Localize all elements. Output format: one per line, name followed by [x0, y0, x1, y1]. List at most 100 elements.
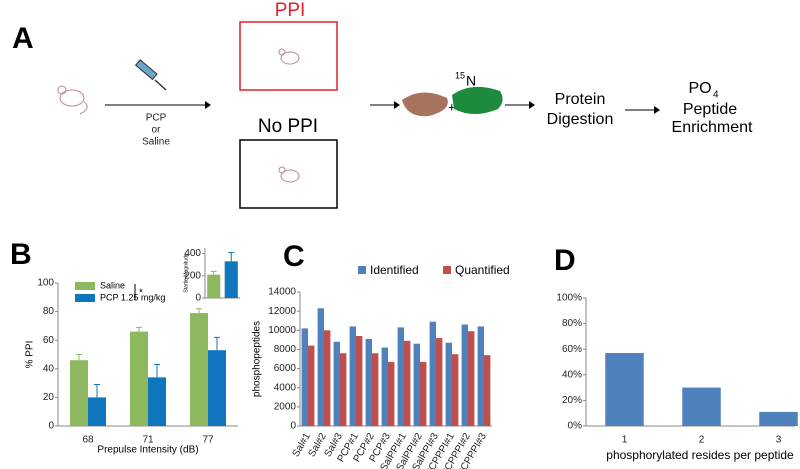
legend-label: PCP 1.25 mg/kg [100, 292, 165, 302]
y-axis-label: Startle Magnitude [183, 253, 189, 292]
y-tick-label: 6000 [274, 363, 297, 374]
panel-label: D [554, 244, 576, 277]
bar [388, 361, 395, 426]
syringe-icon [134, 59, 167, 91]
y-tick-label: 0 [290, 421, 296, 432]
bar [88, 397, 106, 426]
error-bar [154, 364, 160, 378]
bar [365, 338, 372, 426]
y-tick-label: 80% [562, 318, 582, 329]
error-bar [76, 354, 82, 361]
legend-swatch [443, 266, 451, 274]
bar [208, 350, 226, 426]
bar [477, 326, 484, 426]
y-tick-label: 80 [43, 306, 55, 317]
bar [224, 261, 238, 298]
bar [324, 330, 331, 426]
treatment-label: or [152, 125, 162, 136]
y-tick-label: 12000 [268, 306, 296, 317]
step-label: Protein [555, 91, 606, 108]
bar [759, 411, 798, 426]
ppi-label: PPI [275, 0, 306, 21]
step-label: Peptide [683, 101, 737, 118]
bar [148, 377, 166, 426]
bar [207, 274, 221, 298]
ppi-box [239, 21, 338, 91]
y-axis-label: phosphopeptides [252, 321, 263, 397]
bar [413, 343, 420, 426]
y-tick-label: 40% [562, 369, 582, 380]
no-ppi-label: No PPI [258, 116, 318, 137]
mouse-icon [278, 166, 300, 183]
isotope-element: N [466, 73, 476, 89]
x-tick-label: 77 [202, 435, 214, 446]
arrowhead [205, 101, 211, 109]
brain-icon [402, 92, 448, 117]
y-tick-label: 400 [184, 248, 201, 259]
step-label: PO [688, 80, 711, 97]
legend-swatch [75, 282, 95, 290]
mouse-icon [57, 85, 88, 115]
x-tick-label: 3 [776, 435, 782, 446]
treatment-label: Saline [142, 137, 170, 148]
bar [333, 341, 340, 426]
isotope-mass: 15 [455, 70, 465, 80]
y-tick-label: 10000 [268, 325, 296, 336]
error-bar [214, 336, 220, 351]
y-tick-label: 4000 [274, 382, 297, 393]
x-tick-label: 1 [622, 435, 628, 446]
treatment-label: PCP [146, 113, 167, 124]
bar [317, 308, 324, 426]
y-tick-label: 100% [556, 293, 582, 304]
y-tick-label: 2000 [274, 401, 297, 412]
x-tick-label: 68 [82, 435, 94, 446]
y-tick-label: 60 [43, 335, 55, 346]
bar [308, 345, 315, 426]
y-tick-label: 60% [562, 344, 582, 355]
bar [429, 321, 436, 426]
panel-label: C [283, 240, 305, 273]
step-subscript: 4 [713, 90, 719, 101]
bar [452, 354, 459, 426]
x-tick-label: 2 [699, 435, 705, 446]
error-bar [196, 308, 202, 314]
y-tick-label: 0 [195, 293, 201, 304]
plus: + [448, 99, 456, 114]
legend-swatch [358, 266, 366, 274]
mouse-icon [278, 48, 300, 65]
bar [372, 353, 379, 426]
y-axis-label: % PPI [25, 341, 36, 369]
x-axis-label: phosphorylated resides per peptide [606, 448, 794, 462]
bar [420, 361, 427, 426]
legend-label: Saline [100, 280, 125, 290]
brain-icon [452, 86, 503, 114]
bar [605, 353, 644, 426]
y-tick-label: 8000 [274, 344, 297, 355]
error-bar [210, 270, 217, 275]
y-tick-label: 0% [568, 421, 583, 432]
arrowhead [529, 101, 535, 109]
x-tick-label: 71 [142, 435, 154, 446]
bar [356, 336, 363, 426]
bar [397, 327, 404, 426]
y-tick-label: 20 [43, 392, 55, 403]
bar [461, 324, 468, 426]
legend-swatch [75, 294, 95, 302]
no-ppi-box [239, 139, 338, 209]
y-tick-label: 100 [37, 278, 54, 289]
panel-label: B [10, 238, 32, 271]
error-bar [94, 384, 100, 398]
step-label: Enrichment [672, 119, 753, 136]
panel-label: A [12, 22, 34, 55]
bar [436, 337, 443, 426]
bar [404, 340, 411, 426]
bar [70, 360, 88, 426]
legend-label: Identified [370, 263, 419, 277]
bar [468, 331, 475, 426]
bar [301, 328, 308, 426]
y-tick-label: 40 [43, 363, 55, 374]
bar [682, 387, 721, 426]
x-axis-label: Prepulse Intensity (dB) [97, 445, 198, 456]
bar [381, 347, 388, 426]
